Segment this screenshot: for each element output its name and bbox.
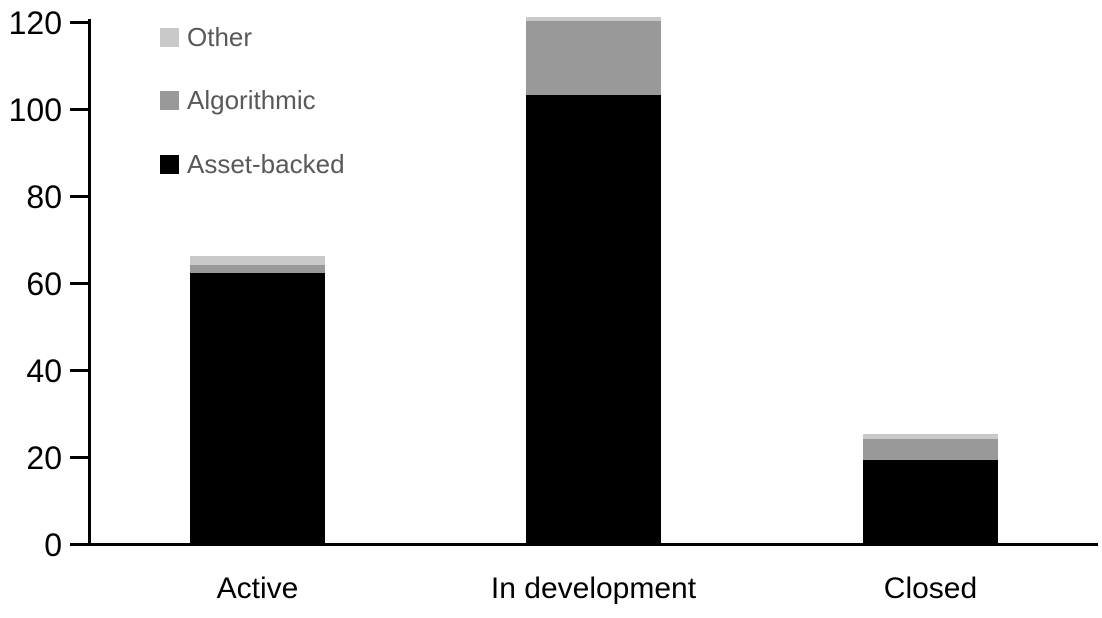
- y-tick-20: [70, 456, 88, 459]
- y-tick-label-100: 100: [8, 91, 62, 128]
- bar-segment-asset-backed-in-development: [526, 94, 661, 543]
- bar-segment-other-active: [190, 255, 325, 265]
- legend-swatch-other: [160, 27, 179, 47]
- legend-swatch-algorithmic: [160, 90, 179, 110]
- bar-segment-algorithmic-active: [190, 264, 325, 274]
- y-tick-80: [70, 195, 88, 198]
- legend-swatch-asset-backed: [160, 154, 179, 174]
- bar-segment-algorithmic-in-development: [526, 21, 661, 95]
- bar-segment-other-closed: [863, 434, 998, 439]
- legend-label-algorithmic: Algorithmic: [187, 85, 316, 115]
- legend-item-asset-backed: Asset-backed: [160, 151, 345, 177]
- y-tick-120: [70, 21, 88, 24]
- legend-item-algorithmic: Algorithmic: [160, 87, 316, 113]
- y-tick-60: [70, 282, 88, 285]
- y-tick-label-120: 120: [8, 4, 62, 41]
- y-axis-line: [88, 19, 91, 546]
- y-tick-label-80: 80: [26, 178, 62, 215]
- legend-label-other: Other: [187, 22, 253, 52]
- y-tick-label-40: 40: [26, 352, 62, 389]
- legend-label-asset-backed: Asset-backed: [187, 149, 345, 179]
- y-tick-label-20: 20: [26, 439, 62, 476]
- x-axis-label-active: Active: [216, 572, 299, 605]
- bar-segment-other-in-development: [526, 16, 661, 21]
- y-tick-label-0: 0: [44, 526, 62, 563]
- x-axis-label-closed: Closed: [883, 572, 978, 605]
- bar-segment-asset-backed-closed: [863, 460, 998, 543]
- bar-segment-algorithmic-closed: [863, 438, 998, 461]
- y-tick-100: [70, 108, 88, 111]
- legend-item-other: Other: [160, 24, 252, 50]
- y-tick-label-60: 60: [26, 265, 62, 302]
- y-tick-0: [70, 543, 88, 546]
- y-tick-40: [70, 369, 88, 372]
- bar-segment-asset-backed-active: [190, 273, 325, 543]
- x-axis-line: [88, 543, 1098, 546]
- x-axis-label-in-development: In development: [490, 572, 697, 605]
